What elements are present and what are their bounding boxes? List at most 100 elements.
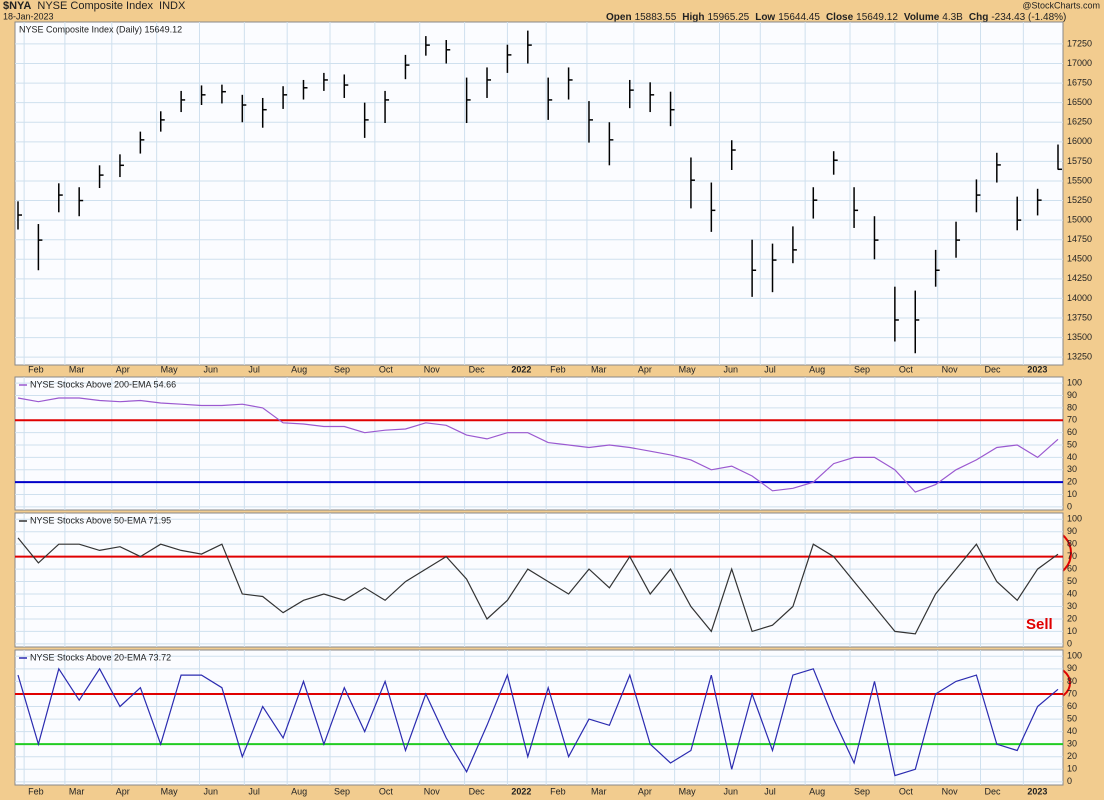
y-tick-label: 90 (1067, 390, 1077, 400)
y-tick-label: 70 (1067, 551, 1077, 561)
y-tick-label: 40 (1067, 726, 1077, 736)
quote-label: High (682, 12, 704, 23)
symbol: $NYA (3, 0, 31, 12)
y-tick-label: 16000 (1067, 136, 1092, 146)
x-tick-label: 2023 (1027, 364, 1047, 374)
x-tick-label: Dec (985, 364, 1002, 374)
y-tick-label: 16250 (1067, 117, 1092, 127)
x-tick-label: Oct (379, 364, 394, 374)
y-tick-label: 17250 (1067, 38, 1092, 48)
y-tick-label: 30 (1067, 601, 1077, 611)
indicator-line (17, 397, 1059, 493)
y-tick-label: 80 (1067, 676, 1077, 686)
x-tick-label: Oct (379, 786, 394, 796)
x-tick-label: Oct (899, 786, 914, 796)
credit: @StockCharts.com (1022, 0, 1100, 10)
x-tick-label: Apr (116, 364, 130, 374)
y-tick-label: 15500 (1067, 175, 1092, 185)
x-tick-label: 2022 (511, 364, 531, 374)
y-tick-label: 60 (1067, 701, 1077, 711)
x-tick-label: Nov (942, 364, 959, 374)
x-tick-label: Feb (550, 364, 566, 374)
y-tick-label: 30 (1067, 464, 1077, 474)
y-tick-label: 20 (1067, 751, 1077, 761)
x-tick-label: Jun (723, 786, 738, 796)
y-tick-label: 20 (1067, 477, 1077, 487)
y-tick-label: 15000 (1067, 215, 1092, 225)
x-tick-label: Jul (764, 364, 776, 374)
x-tick-label: Jun (723, 364, 738, 374)
y-tick-label: 20 (1067, 613, 1077, 623)
x-tick-label: May (161, 364, 179, 374)
x-tick-label: Mar (69, 364, 85, 374)
x-tick-label: Jul (248, 786, 260, 796)
x-tick-label: Dec (469, 786, 486, 796)
y-tick-label: 70 (1067, 688, 1077, 698)
y-tick-label: 50 (1067, 439, 1077, 449)
x-tick-label: Nov (942, 786, 959, 796)
quote-label: Volume (904, 12, 940, 23)
panel (14, 21, 1064, 366)
x-tick-label: Dec (469, 364, 486, 374)
x-tick-label: 2023 (1027, 786, 1047, 796)
y-tick-label: 15750 (1067, 156, 1092, 166)
x-tick-label: Jun (203, 364, 218, 374)
x-tick-label: Mar (591, 364, 607, 374)
y-tick-label: 50 (1067, 713, 1077, 723)
y-tick-label: 0 (1067, 501, 1072, 511)
panel-title: NYSE Stocks Above 50-EMA 71.95 (30, 515, 171, 525)
indicator-line (17, 667, 1059, 777)
y-tick-label: 14750 (1067, 234, 1092, 244)
panel-title: NYSE Stocks Above 20-EMA 73.72 (30, 652, 171, 662)
quote-label: Open (606, 12, 632, 23)
x-tick-label: Apr (638, 364, 652, 374)
y-tick-label: 14250 (1067, 273, 1092, 283)
y-tick-label: 0 (1067, 776, 1072, 786)
y-tick-label: 50 (1067, 576, 1077, 586)
y-tick-label: 100 (1067, 514, 1082, 524)
y-tick-label: 10 (1067, 489, 1077, 499)
y-tick-label: 80 (1067, 539, 1077, 549)
y-tick-label: 13750 (1067, 312, 1092, 322)
annotation: Sell (1026, 616, 1053, 633)
x-tick-label: Jul (764, 786, 776, 796)
x-tick-label: Feb (28, 786, 44, 796)
x-tick-label: Sep (334, 786, 350, 796)
quote-value: 15965.25 (708, 12, 750, 23)
y-tick-label: 13250 (1067, 352, 1092, 362)
panel-title: NYSE Stocks Above 200-EMA 54.66 (30, 379, 176, 389)
quote-label: Low (755, 12, 775, 23)
panel (14, 376, 1064, 511)
x-tick-label: Apr (116, 786, 130, 796)
y-tick-label: 90 (1067, 526, 1077, 536)
x-tick-label: Aug (291, 364, 307, 374)
quote-value: 15883.55 (635, 12, 677, 23)
y-tick-label: 14000 (1067, 293, 1092, 303)
indicator-line (17, 537, 1059, 635)
x-tick-label: Feb (28, 364, 44, 374)
y-tick-label: 10 (1067, 764, 1077, 774)
x-tick-label: Oct (899, 364, 914, 374)
y-tick-label: 10 (1067, 626, 1077, 636)
y-tick-label: 90 (1067, 663, 1077, 673)
y-tick-label: 15250 (1067, 195, 1092, 205)
y-tick-label: 13500 (1067, 332, 1092, 342)
x-tick-label: Jul (248, 364, 260, 374)
x-tick-label: May (161, 786, 179, 796)
quote-value: 15649.12 (856, 12, 898, 23)
x-tick-label: Jun (203, 786, 218, 796)
y-tick-label: 60 (1067, 427, 1077, 437)
exchange: INDX (159, 0, 186, 12)
x-tick-label: Sep (854, 786, 870, 796)
quote-value: 4.3B (942, 12, 963, 23)
date: 18-Jan-2023 (3, 11, 54, 21)
panel-title: NYSE Composite Index (Daily) 15649.12 (19, 24, 182, 34)
y-tick-label: 0 (1067, 638, 1072, 648)
x-tick-label: Sep (334, 364, 350, 374)
quote-value: 15644.45 (778, 12, 820, 23)
y-tick-label: 40 (1067, 452, 1077, 462)
y-tick-label: 100 (1067, 378, 1082, 388)
x-tick-label: May (679, 786, 697, 796)
